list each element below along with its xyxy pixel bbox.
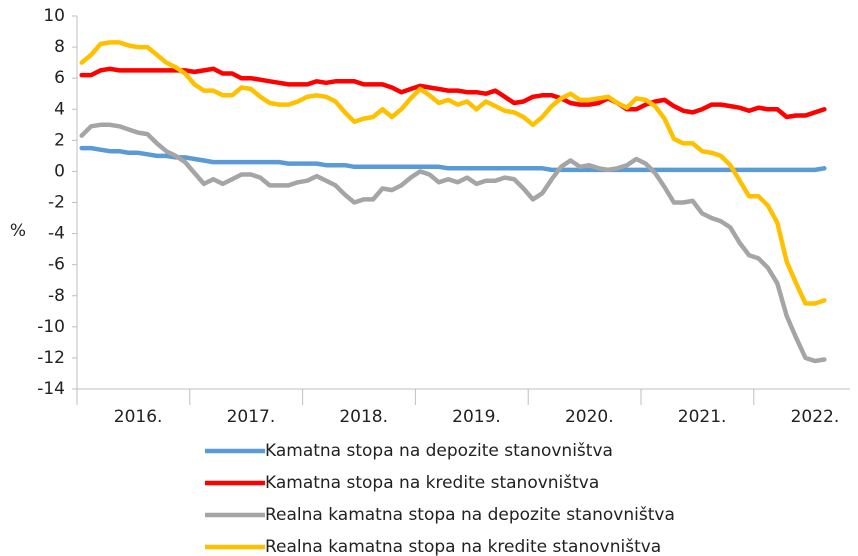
legend-label: Realna kamatna stopa na depozite stanovn…: [265, 505, 675, 525]
legend-label: Kamatna stopa na kredite stanovništva: [265, 473, 599, 493]
y-tick-label: 2: [54, 130, 65, 150]
y-tick-label: 0: [54, 161, 65, 181]
y-axis-label: %: [10, 221, 26, 241]
x-tick-label: 2021.: [678, 407, 727, 427]
y-tick-label: 6: [54, 68, 65, 88]
series-line: [79, 145, 827, 173]
series-line: [79, 122, 827, 364]
y-tick-label: 10: [43, 6, 65, 26]
legend-label: Realna kamatna stopa na kredite stanovni…: [265, 537, 661, 556]
y-tick-label: -14: [37, 379, 65, 399]
x-tick-label: 2016.: [114, 407, 163, 427]
x-tick-label: 2019.: [452, 407, 501, 427]
x-tick-label: 2020.: [565, 407, 614, 427]
y-tick-label: -6: [48, 255, 65, 275]
y-tick-label: 8: [54, 37, 65, 57]
x-tick-label: 2018.: [339, 407, 388, 427]
x-tick-label: 2017.: [227, 407, 276, 427]
series-line: [79, 40, 827, 306]
legend-label: Kamatna stopa na depozite stanovništva: [265, 441, 613, 461]
y-tick-label: -10: [37, 317, 65, 337]
series-line: [79, 66, 827, 120]
x-tick-label: 2022.: [791, 407, 840, 427]
y-tick-label: -2: [48, 193, 65, 213]
y-tick-label: 4: [54, 99, 65, 119]
y-tick-label: -12: [37, 348, 65, 368]
y-tick-label: -4: [48, 224, 65, 244]
y-tick-label: -8: [48, 286, 65, 306]
